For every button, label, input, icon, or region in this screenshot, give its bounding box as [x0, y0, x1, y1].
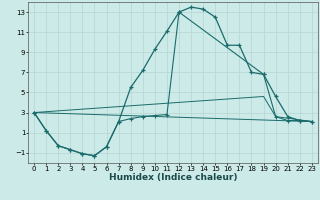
X-axis label: Humidex (Indice chaleur): Humidex (Indice chaleur) [109, 173, 237, 182]
